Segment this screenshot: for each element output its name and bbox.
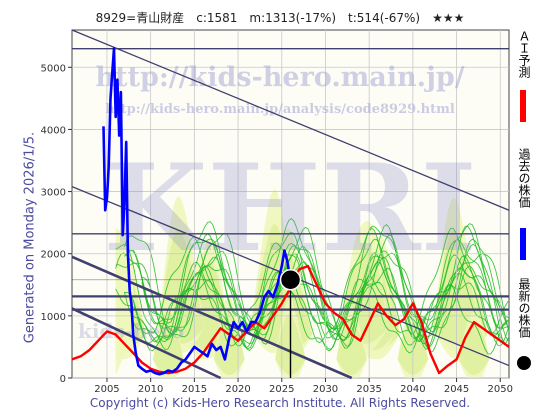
legend-item-latest: 最新の株価	[517, 278, 531, 378]
series-past-price	[102, 47, 292, 376]
legend-item-ai: ＡＩ予測	[517, 30, 531, 140]
x-tick-label-2045: 2045	[444, 384, 469, 395]
channel-2	[71, 255, 353, 380]
watermark-url-detail: http://kids-hero.main.jp/analysis/code89…	[105, 102, 455, 117]
watermark-small: kids-hero	[78, 319, 184, 343]
sim-line-12	[115, 252, 510, 340]
current-dot	[279, 269, 302, 291]
legend-item-past: 過去の株価	[517, 148, 531, 268]
legend-label-ai: ＡＩ予測	[517, 30, 531, 78]
y-tick-label-3000: 3000	[41, 188, 66, 199]
chart-title: 8929=青山財産 c:1581 m:1313(-17%) t:514(-67%…	[95, 11, 465, 25]
watermark-url: http://kids-hero.main.jp/	[95, 62, 464, 93]
sim-line-6	[132, 227, 509, 335]
trend-channels	[71, 29, 510, 380]
copyright-footer: Copyright (c) Kids-Hero Research Institu…	[89, 396, 471, 410]
channel-3	[71, 307, 222, 380]
x-tick-label-2005: 2005	[94, 384, 119, 395]
x-tick-label-2015: 2015	[182, 384, 207, 395]
y-tick-label-4000: 4000	[41, 125, 66, 136]
x-tick-label-2020: 2020	[225, 384, 250, 395]
y-tick-label-2000: 2000	[41, 250, 66, 261]
watermark: KHRI http://kids-hero.main.jp/ http://ki…	[78, 62, 477, 343]
watermark-big: KHRI	[103, 138, 477, 279]
y-tick-label-1000: 1000	[41, 312, 66, 323]
y-tick-label-0: 0	[60, 374, 66, 385]
x-tick-label-2030: 2030	[313, 384, 338, 395]
sim-line-13	[124, 243, 508, 337]
legend-label-past: 過去の株価	[517, 148, 531, 208]
channel-0	[71, 29, 510, 211]
sim-line-4	[115, 246, 510, 341]
axes: 2005 2010 2015 2020 2025 2030 2035 2040 2045 2050…	[41, 63, 513, 395]
legend-swatch-ai	[520, 90, 526, 122]
legend: ＡＩ予測 過去の株価 最新の株価	[517, 30, 531, 380]
generated-date: Generated on Monday 2026/1/5.	[22, 131, 38, 344]
sim-line-2	[132, 265, 509, 349]
current-price-marker	[72, 269, 302, 378]
sim-line-5	[123, 236, 508, 339]
legend-label-latest: 最新の株価	[517, 278, 531, 338]
x-tick-label-2025: 2025	[269, 384, 294, 395]
x-tick-label-2040: 2040	[400, 384, 425, 395]
y-tick-label-5000: 5000	[41, 63, 66, 74]
sim-line-0	[115, 283, 510, 355]
x-tick-label-2035: 2035	[356, 384, 381, 395]
x-tick-label-2010: 2010	[138, 384, 163, 395]
legend-swatch-past	[520, 228, 526, 260]
sim-line-8	[115, 233, 510, 353]
legend-dot-latest	[517, 356, 531, 370]
x-tick-label-2050: 2050	[488, 384, 513, 395]
